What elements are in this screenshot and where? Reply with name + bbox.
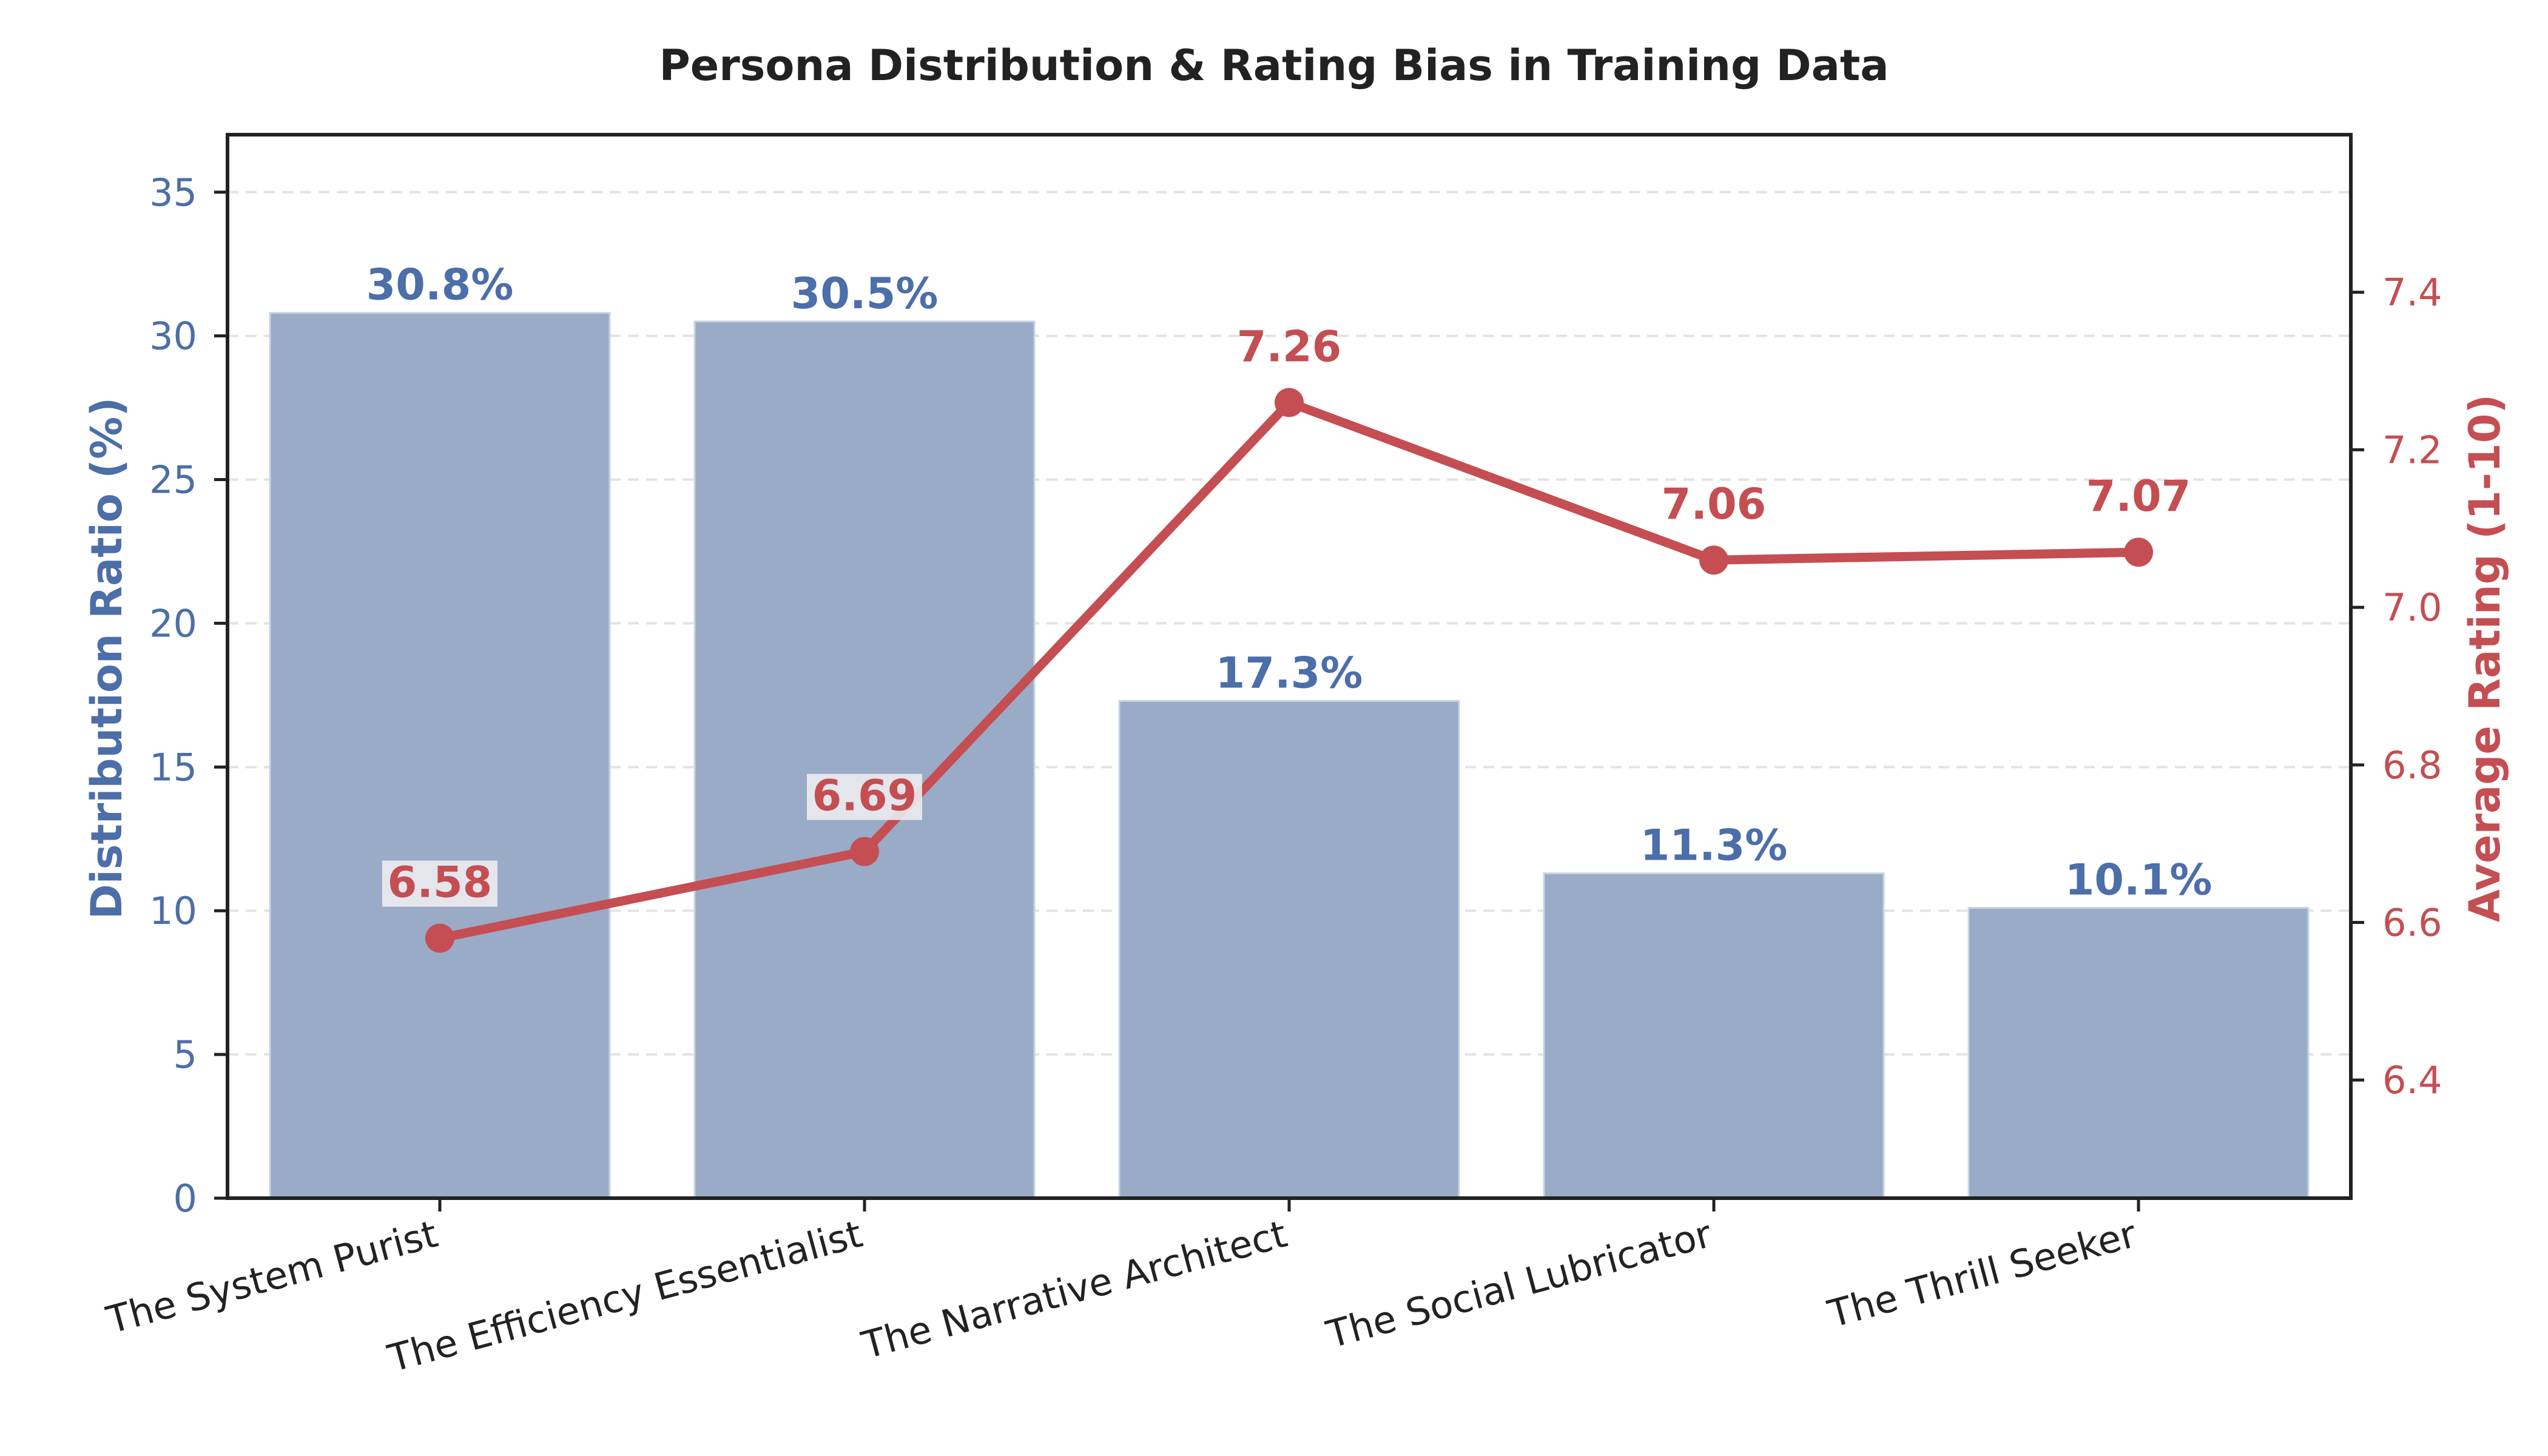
rating-point: [425, 923, 454, 953]
y-right-tick-label: 6.6: [2382, 901, 2442, 945]
bar-value-label: 30.5%: [791, 269, 939, 318]
y-left-tick-label: 30: [149, 314, 197, 359]
rating-label-box: [807, 774, 922, 820]
rating-point: [850, 837, 879, 866]
rating-value-label: 7.26: [1237, 322, 1342, 371]
y-left-tick-label: 0: [174, 1176, 197, 1221]
bar: [1118, 699, 1460, 1199]
y-right-tick-label: 7.2: [2382, 428, 2442, 472]
bar-value-label: 11.3%: [1640, 821, 1788, 871]
y-axis-right-label: Average Rating (1-10): [2460, 394, 2510, 923]
y-right-tick-label: 6.8: [2382, 743, 2442, 787]
rating-point: [1275, 388, 1304, 417]
rating-label-box: [382, 860, 497, 907]
bar: [1543, 872, 1885, 1199]
y-left-tick-label: 25: [149, 458, 197, 502]
rating-value-label: 6.58: [388, 857, 493, 907]
y-left-tick-label: 5: [174, 1033, 197, 1077]
bar: [269, 312, 611, 1199]
y-left-tick-label: 35: [149, 170, 197, 215]
y-left-tick-label: 15: [149, 745, 197, 789]
chart-title: Persona Distribution & Rating Bias in Tr…: [659, 41, 1889, 90]
y-left-tick-label: 10: [149, 889, 197, 933]
bar-value-label: 30.8%: [366, 260, 514, 310]
y-left-tick-label: 20: [149, 601, 197, 645]
y-right-tick-label: 6.4: [2382, 1058, 2442, 1102]
rating-value-label: 7.06: [1662, 479, 1767, 529]
y-right-tick-label: 7.0: [2382, 585, 2442, 630]
rating-point: [2124, 538, 2153, 567]
rating-point: [1699, 545, 1728, 575]
bar: [1967, 906, 2310, 1199]
rating-value-label: 6.69: [812, 771, 917, 821]
bar: [693, 320, 1036, 1199]
plot-frame: [226, 133, 2353, 1200]
y-right-tick-label: 7.4: [2382, 271, 2442, 315]
bar-value-label: 17.3%: [1216, 648, 1363, 698]
y-axis-left-label: Distribution Ratio (%): [82, 397, 132, 920]
rating-value-label: 7.07: [2086, 471, 2191, 521]
bar-value-label: 10.1%: [2065, 855, 2213, 905]
